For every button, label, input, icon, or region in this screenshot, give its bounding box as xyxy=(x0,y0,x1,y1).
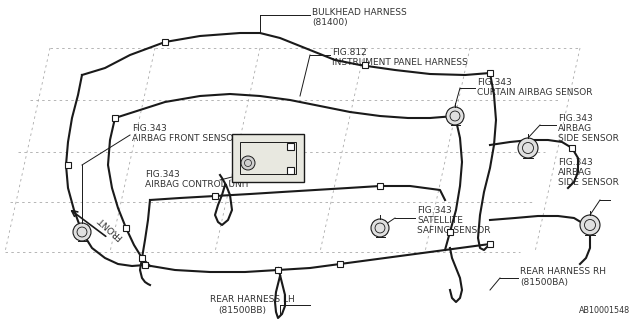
Text: REAR HARNESS LH: REAR HARNESS LH xyxy=(210,295,295,305)
Bar xyxy=(452,113,458,119)
Bar xyxy=(377,183,383,189)
Circle shape xyxy=(371,219,389,237)
Text: FIG.343: FIG.343 xyxy=(145,170,180,179)
Bar xyxy=(112,115,118,121)
Text: AIRBAG: AIRBAG xyxy=(558,124,592,132)
Bar xyxy=(487,70,493,76)
Bar xyxy=(287,142,294,149)
Circle shape xyxy=(241,156,255,170)
Bar xyxy=(240,142,296,174)
Bar xyxy=(123,225,129,231)
Text: AIRBAG: AIRBAG xyxy=(558,167,592,177)
Text: (81400): (81400) xyxy=(312,18,348,27)
Bar xyxy=(139,255,145,261)
Text: FIG.343: FIG.343 xyxy=(132,124,167,132)
Text: CURTAIN AIRBAG SENSOR: CURTAIN AIRBAG SENSOR xyxy=(477,87,593,97)
Bar xyxy=(487,241,493,247)
Bar xyxy=(79,229,85,235)
Bar xyxy=(287,166,294,173)
Text: SIDE SENSOR: SIDE SENSOR xyxy=(558,133,619,142)
Text: SAFING SENSOR: SAFING SENSOR xyxy=(417,226,490,235)
Text: FIG.343: FIG.343 xyxy=(558,114,593,123)
Bar xyxy=(65,162,71,168)
Bar xyxy=(447,229,453,235)
Text: (81500BA): (81500BA) xyxy=(520,277,568,286)
Bar xyxy=(275,267,281,273)
Text: FRONT: FRONT xyxy=(96,214,125,242)
Circle shape xyxy=(73,223,91,241)
Text: AB10001548: AB10001548 xyxy=(579,306,630,315)
Text: FIG.343: FIG.343 xyxy=(417,205,452,214)
Bar xyxy=(212,193,218,199)
Text: SATELLITE: SATELLITE xyxy=(417,215,463,225)
Bar xyxy=(232,134,304,182)
Text: FIG.812: FIG.812 xyxy=(332,47,367,57)
Circle shape xyxy=(518,138,538,158)
Text: SIDE SENSOR: SIDE SENSOR xyxy=(558,178,619,187)
Text: AIRBAG CONTROL UNIT: AIRBAG CONTROL UNIT xyxy=(145,180,250,188)
Text: FIG.343: FIG.343 xyxy=(477,77,512,86)
Circle shape xyxy=(446,107,464,125)
Text: INSTRUMENT PANEL HARNESS: INSTRUMENT PANEL HARNESS xyxy=(332,58,468,67)
Bar xyxy=(162,39,168,45)
Bar xyxy=(142,262,148,268)
Bar xyxy=(337,261,343,267)
Bar xyxy=(581,221,587,227)
Bar xyxy=(362,62,368,68)
Circle shape xyxy=(580,215,600,235)
Text: FIG.343: FIG.343 xyxy=(558,157,593,166)
Text: (81500BB): (81500BB) xyxy=(218,306,266,315)
Bar xyxy=(569,145,575,151)
Text: BULKHEAD HARNESS: BULKHEAD HARNESS xyxy=(312,7,407,17)
Text: AIRBAG FRONT SENSOR: AIRBAG FRONT SENSOR xyxy=(132,133,239,142)
Text: REAR HARNESS RH: REAR HARNESS RH xyxy=(520,268,606,276)
